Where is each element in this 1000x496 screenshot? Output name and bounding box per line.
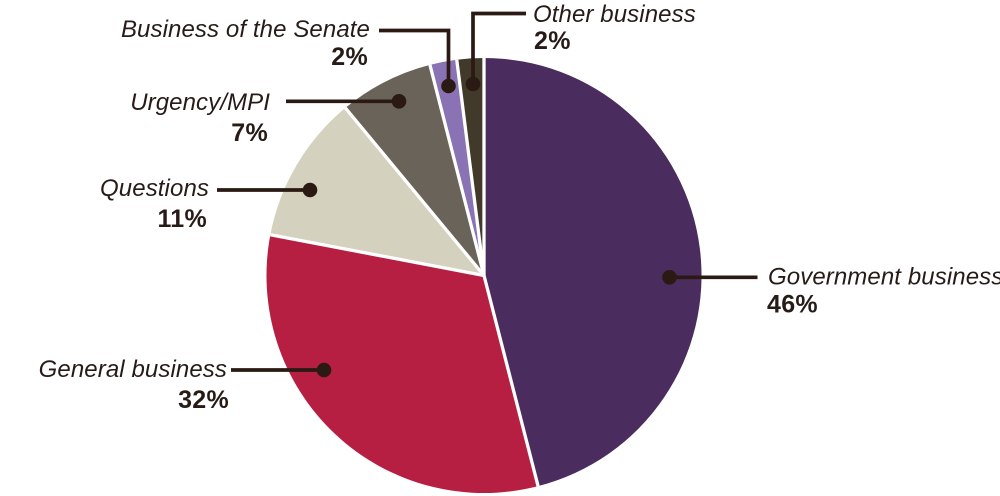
svg-text:General business: General business — [39, 356, 227, 383]
svg-text:32%: 32% — [178, 386, 229, 414]
svg-text:7%: 7% — [231, 119, 268, 147]
svg-text:11%: 11% — [157, 205, 207, 233]
svg-text:Business of the Senate: Business of the Senate — [121, 16, 370, 43]
svg-text:2%: 2% — [331, 43, 368, 71]
svg-text:46%: 46% — [767, 291, 818, 319]
svg-text:Government business: Government business — [768, 264, 1000, 291]
svg-text:Other business: Other business — [533, 1, 696, 28]
svg-text:Questions: Questions — [100, 175, 209, 202]
svg-text:Urgency/MPI: Urgency/MPI — [130, 89, 270, 116]
svg-text:2%: 2% — [534, 27, 571, 55]
